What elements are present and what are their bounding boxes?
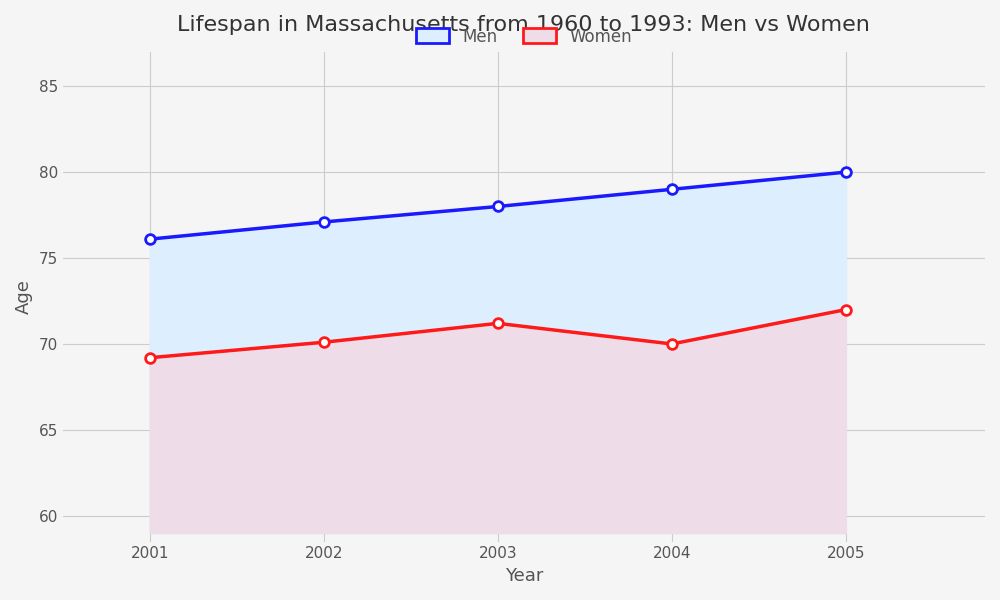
- Title: Lifespan in Massachusetts from 1960 to 1993: Men vs Women: Lifespan in Massachusetts from 1960 to 1…: [177, 15, 870, 35]
- Legend: Men, Women: Men, Women: [409, 21, 639, 52]
- X-axis label: Year: Year: [505, 567, 543, 585]
- Y-axis label: Age: Age: [15, 279, 33, 314]
